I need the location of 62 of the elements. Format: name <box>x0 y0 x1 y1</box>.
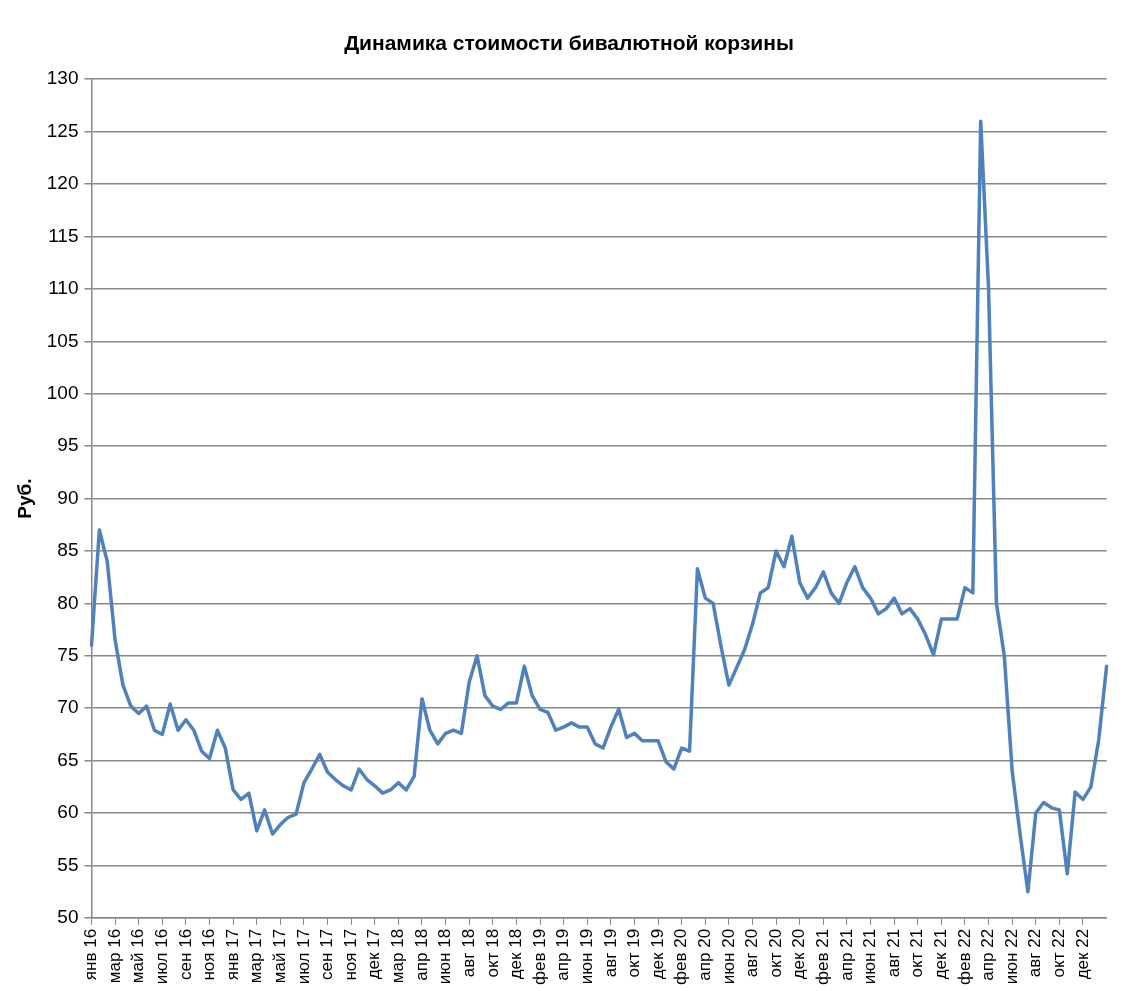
y-tick-label: 105 <box>46 329 79 351</box>
x-tick-label: июл 16 <box>152 928 172 985</box>
x-tick-label: дек 19 <box>647 928 667 980</box>
x-tick-label: фев 21 <box>813 928 832 985</box>
x-tick-label: ноя 16 <box>199 928 219 981</box>
chart-title: Динамика стоимости бивалютной корзины <box>344 31 794 55</box>
x-tick-label: ноя 17 <box>340 928 360 981</box>
y-tick-label: 100 <box>46 381 79 403</box>
x-tick-label: дек 22 <box>1072 928 1092 980</box>
x-tick-label: дек 18 <box>506 928 526 980</box>
x-tick-label: фев 19 <box>529 928 549 985</box>
y-axis-title: Руб. <box>13 478 35 519</box>
x-tick-label: сен 17 <box>317 928 337 980</box>
x-tick-label: авг 18 <box>458 928 478 978</box>
x-tick-label: дек 20 <box>789 928 809 980</box>
x-tick-label: янв 17 <box>222 928 242 981</box>
x-tick-label: окт 21 <box>907 928 927 978</box>
x-tick-label: апр 18 <box>411 928 431 981</box>
x-tick-label: мар 16 <box>104 928 124 984</box>
x-tick-label: авг 19 <box>600 928 620 978</box>
x-tick-label: апр 19 <box>553 928 573 981</box>
x-tick-label: май 16 <box>128 928 148 984</box>
x-tick-label: дек 17 <box>364 928 384 980</box>
x-tick-label: авг 21 <box>883 928 903 978</box>
y-tick-label: 55 <box>57 853 79 875</box>
x-tick-label: авг 22 <box>1025 928 1045 978</box>
y-tick-label: 120 <box>46 172 79 194</box>
y-tick-label: 75 <box>57 644 79 666</box>
x-tick-label: мар 18 <box>388 928 408 984</box>
y-tick-label: 60 <box>57 801 79 823</box>
y-tick-label: 115 <box>48 224 79 246</box>
y-tick-label: 80 <box>57 591 79 613</box>
x-tick-label: май 17 <box>270 928 290 984</box>
y-tick-label: 130 <box>46 67 79 89</box>
x-tick-label: янв 16 <box>81 928 101 981</box>
x-tick-label: окт 22 <box>1049 928 1069 978</box>
y-tick-label: 50 <box>57 906 79 928</box>
x-tick-label: окт 20 <box>765 928 785 978</box>
x-tick-label: апр 22 <box>978 928 998 981</box>
x-tick-label: фев 22 <box>954 928 974 985</box>
x-tick-label: июл 17 <box>293 928 313 985</box>
x-tick-label: авг 20 <box>742 928 762 978</box>
x-tick-label: апр 20 <box>694 928 714 981</box>
x-tick-label: окт 18 <box>482 928 502 978</box>
y-tick-label: 90 <box>57 486 79 508</box>
y-tick-label: 65 <box>57 748 79 770</box>
y-tick-label: 85 <box>57 539 79 561</box>
x-tick-label: июн 22 <box>1001 928 1021 985</box>
y-tick-label: 110 <box>48 277 79 299</box>
x-tick-label: июн 20 <box>718 928 738 985</box>
y-tick-label: 70 <box>57 696 79 718</box>
x-tick-label: дек 21 <box>931 928 951 980</box>
x-tick-label: апр 21 <box>836 928 856 981</box>
x-tick-label: фев 20 <box>671 928 691 985</box>
x-tick-label: июн 21 <box>860 928 880 985</box>
x-tick-label: мар 17 <box>246 928 266 984</box>
x-tick-label: июн 19 <box>576 928 596 985</box>
x-tick-label: июн 18 <box>435 928 455 985</box>
y-tick-label: 95 <box>57 434 79 456</box>
y-tick-label: 125 <box>46 119 79 141</box>
x-tick-label: сен 16 <box>175 928 195 980</box>
x-tick-label: окт 19 <box>624 928 644 978</box>
